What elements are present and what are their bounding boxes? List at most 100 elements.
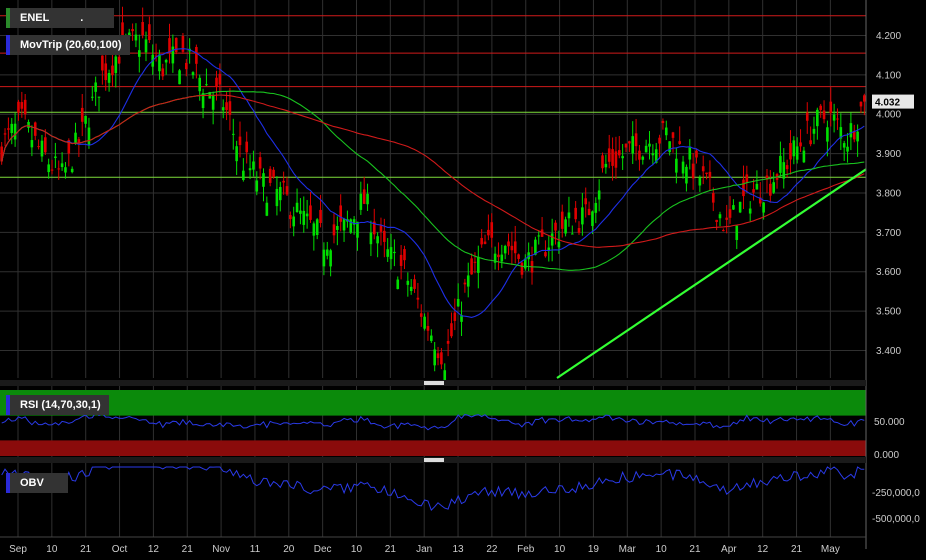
movtrip-label: MovTrip (20,60,100) bbox=[20, 39, 122, 51]
candle-body bbox=[255, 180, 259, 192]
candle-body bbox=[101, 55, 104, 71]
candle-body bbox=[409, 286, 413, 292]
candle-body bbox=[3, 133, 7, 135]
candle-body bbox=[863, 95, 866, 102]
candle-body bbox=[67, 140, 71, 154]
x-tick-label: 20 bbox=[283, 544, 295, 555]
candle-body bbox=[181, 36, 185, 52]
candle-body bbox=[705, 172, 708, 174]
candle-body bbox=[228, 101, 232, 115]
candle-body bbox=[322, 249, 326, 267]
candle-body bbox=[809, 140, 812, 145]
movtrip-legend[interactable]: MovTrip (20,60,100) bbox=[6, 35, 130, 55]
candle-body bbox=[205, 84, 208, 86]
candle-body bbox=[77, 139, 81, 143]
candle-body bbox=[604, 163, 608, 168]
panel-splitters[interactable] bbox=[0, 380, 866, 463]
candle-body bbox=[762, 202, 765, 213]
candle-body bbox=[295, 202, 299, 213]
candlesticks bbox=[0, 6, 866, 384]
candle-body bbox=[349, 219, 353, 233]
candle-body bbox=[268, 168, 272, 183]
candle-body bbox=[312, 223, 316, 236]
candle-body bbox=[456, 298, 460, 307]
candle-body bbox=[607, 148, 611, 162]
candle-body bbox=[332, 224, 336, 236]
candle-body bbox=[440, 352, 443, 365]
candle-body bbox=[769, 183, 772, 196]
candle-body bbox=[369, 232, 373, 245]
splitter-handle[interactable] bbox=[424, 458, 444, 462]
candle-body bbox=[493, 253, 497, 263]
candle-body bbox=[675, 158, 678, 173]
candle-body bbox=[795, 146, 799, 160]
candle-body bbox=[33, 122, 37, 136]
obv-tick-label: -500,000,0 bbox=[872, 514, 920, 525]
candle-body bbox=[275, 188, 279, 207]
candle-body bbox=[560, 211, 564, 229]
candle-body bbox=[13, 123, 17, 140]
candle-body bbox=[161, 68, 165, 77]
rsi-overbought-zone bbox=[0, 390, 866, 416]
candle-body bbox=[463, 282, 467, 285]
candle-body bbox=[191, 72, 195, 76]
obv-legend[interactable]: OBV bbox=[6, 473, 68, 493]
candle-body bbox=[44, 137, 47, 153]
candle-body bbox=[634, 133, 638, 147]
rsi-legend[interactable]: RSI (14,70,30,1) bbox=[6, 395, 109, 415]
candle-body bbox=[799, 142, 802, 147]
x-tick-label: Apr bbox=[721, 544, 737, 555]
candle-body bbox=[278, 186, 282, 201]
y-tick-label: 3.600 bbox=[876, 267, 901, 278]
candle-body bbox=[393, 251, 396, 254]
candle-body bbox=[722, 230, 725, 232]
candle-body bbox=[184, 62, 188, 70]
candle-body bbox=[728, 209, 732, 218]
candle-body bbox=[819, 105, 822, 110]
candle-body bbox=[336, 226, 339, 230]
symbol-legend[interactable]: ENEL . bbox=[6, 8, 114, 28]
x-tick-label: Feb bbox=[517, 544, 535, 555]
candle-body bbox=[416, 297, 420, 300]
obv-tick-label: -250,000,0 bbox=[872, 488, 920, 499]
support-trendline[interactable] bbox=[556, 168, 867, 379]
candle-body bbox=[198, 77, 202, 92]
candle-body bbox=[507, 241, 510, 247]
candle-body bbox=[362, 189, 366, 204]
candle-body bbox=[242, 170, 245, 180]
candle-body bbox=[299, 210, 302, 214]
trendline[interactable] bbox=[556, 168, 867, 379]
candle-body bbox=[403, 249, 406, 261]
candle-body bbox=[329, 250, 332, 267]
candle-body bbox=[842, 143, 846, 148]
candle-body bbox=[372, 221, 376, 235]
candle-body bbox=[648, 143, 651, 147]
candle-body bbox=[698, 177, 702, 186]
candle-body bbox=[752, 189, 755, 193]
candle-body bbox=[195, 46, 198, 64]
obv-panel bbox=[1, 466, 865, 512]
candle-body bbox=[658, 137, 661, 144]
x-tick-label: 11 bbox=[250, 544, 261, 555]
candle-body bbox=[389, 247, 393, 260]
splitter-handle[interactable] bbox=[424, 381, 444, 385]
candle-body bbox=[225, 102, 228, 111]
candle-body bbox=[540, 229, 544, 237]
candle-body bbox=[624, 143, 628, 148]
candle-body bbox=[70, 168, 74, 173]
candle-body bbox=[782, 162, 786, 179]
candle-body bbox=[557, 241, 561, 248]
y-tick-label: 3.700 bbox=[876, 228, 901, 239]
candle-body bbox=[567, 212, 571, 219]
candle-body bbox=[309, 205, 312, 220]
candle-body bbox=[836, 118, 839, 120]
candle-body bbox=[315, 219, 319, 236]
candle-body bbox=[477, 256, 480, 273]
candle-body bbox=[0, 146, 3, 162]
x-tick-label: Sep bbox=[9, 544, 27, 555]
candle-body bbox=[701, 166, 705, 172]
candle-body bbox=[30, 140, 34, 148]
y-tick-label: 3.500 bbox=[876, 307, 901, 318]
